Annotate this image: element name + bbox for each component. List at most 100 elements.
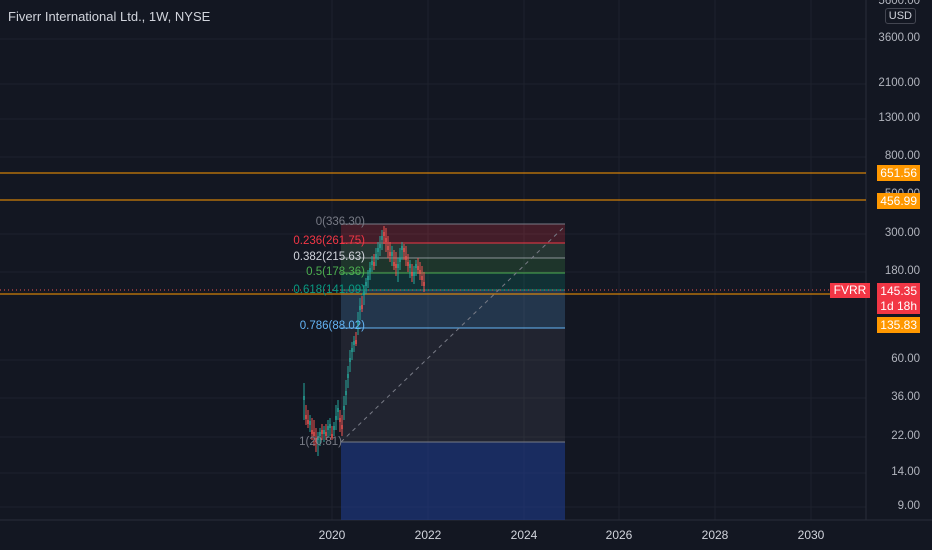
level-tag-456: 456.99 xyxy=(877,193,920,209)
candle-body xyxy=(423,282,425,286)
level-tag-135: 135.83 xyxy=(877,317,920,333)
candle-body xyxy=(401,246,403,250)
candle-body xyxy=(317,436,319,440)
fib-zone-0618-0786 xyxy=(341,290,565,328)
price-axis-label: 800.00 xyxy=(884,150,920,162)
time-axis-label: 2030 xyxy=(797,528,825,542)
bar-countdown: 1d 18h xyxy=(877,298,920,314)
candle-body xyxy=(391,252,393,256)
candle-body xyxy=(337,408,339,412)
candle-body xyxy=(315,438,317,442)
candle-body xyxy=(373,262,375,266)
candle-body xyxy=(361,305,363,309)
fib-level-label: 0.382(215.63) xyxy=(293,251,365,263)
last-price-tag: 145.35 xyxy=(877,283,920,299)
currency-selector[interactable]: USD xyxy=(884,8,916,24)
candle-body xyxy=(393,262,395,266)
candle-body xyxy=(351,348,353,352)
fib-level-label: 0(336.30) xyxy=(315,216,365,228)
candle-body xyxy=(399,258,401,262)
time-axis-label: 2028 xyxy=(701,528,729,542)
candle-body xyxy=(417,266,419,270)
candle-body xyxy=(325,432,327,436)
time-axis-label: 2020 xyxy=(318,528,346,542)
candle-body xyxy=(359,306,361,310)
chart-grid xyxy=(0,0,866,520)
candle-body xyxy=(385,238,387,242)
candlestick-series xyxy=(303,226,425,456)
fib-level-label: 0.786(88.02) xyxy=(299,320,365,332)
fib-level-label: 0.618(141.09) xyxy=(293,284,365,296)
candle-body xyxy=(397,264,399,268)
price-axis-label: 5600.00 xyxy=(878,0,920,7)
candle-body xyxy=(311,430,313,434)
price-axis-label: 3600.00 xyxy=(878,32,920,44)
fibonacci-retracement[interactable] xyxy=(340,223,566,520)
candle-body xyxy=(347,374,349,378)
fib-zone-0382-05 xyxy=(341,258,565,273)
candle-body xyxy=(323,430,325,434)
candle-body xyxy=(307,420,309,424)
candle-body xyxy=(419,270,421,274)
candle-body xyxy=(353,341,355,345)
time-axis-label: 2022 xyxy=(414,528,442,542)
chart-title[interactable]: Fiverr International Ltd., 1W, NYSE xyxy=(8,9,211,24)
price-axis-label: 1300.00 xyxy=(878,112,920,124)
candle-body xyxy=(415,264,417,268)
candle-body xyxy=(387,246,389,250)
candle-body xyxy=(413,272,415,276)
candle-body xyxy=(339,418,341,422)
candle-body xyxy=(319,432,321,436)
candle-body xyxy=(389,252,391,256)
level-tag-651: 651.56 xyxy=(877,165,920,181)
price-axis-label: 60.00 xyxy=(891,353,920,365)
candle-body xyxy=(411,272,413,276)
price-axis-label: 180.00 xyxy=(884,265,920,277)
candle-body xyxy=(341,425,343,429)
candle-body xyxy=(321,430,323,434)
symbol-badge: FVRR xyxy=(830,283,870,298)
candle-body xyxy=(407,262,409,266)
price-axis-label: 300.00 xyxy=(884,227,920,239)
candle-body xyxy=(313,432,315,436)
fib-zone-extension xyxy=(341,442,565,520)
fib-zone-05-0618 xyxy=(341,273,565,290)
fib-level-label: 0.236(261.75) xyxy=(293,235,365,247)
candle-body xyxy=(355,340,357,344)
candle-body xyxy=(377,248,379,252)
candle-body xyxy=(403,248,405,252)
fib-zone-0236-0382 xyxy=(341,243,565,258)
time-axis-label: 2024 xyxy=(510,528,538,542)
fib-zone-0-0236 xyxy=(341,224,565,243)
candle-body xyxy=(345,391,347,395)
candle-body xyxy=(395,264,397,268)
candle-body xyxy=(371,261,373,265)
fib-level-label: 0.5(178.36) xyxy=(306,266,365,278)
candle-body xyxy=(367,276,369,280)
candle-body xyxy=(369,268,371,272)
candle-body xyxy=(365,282,367,286)
price-axis-label: 14.00 xyxy=(891,466,920,478)
candle-body xyxy=(305,415,307,419)
fib-trend-line[interactable] xyxy=(340,225,566,443)
candle-body xyxy=(409,264,411,268)
candle-body xyxy=(331,434,333,438)
candle-body xyxy=(327,426,329,430)
candle-body xyxy=(343,406,345,410)
candle-body xyxy=(349,358,351,362)
candle-body xyxy=(383,232,385,236)
candle-body xyxy=(309,421,311,425)
candle-body xyxy=(357,321,359,325)
candle-body xyxy=(363,291,365,295)
price-axis-label: 22.00 xyxy=(891,430,920,442)
price-axis-label: 2100.00 xyxy=(878,77,920,89)
candle-body xyxy=(333,426,335,430)
candle-body xyxy=(379,244,381,248)
candle-body xyxy=(381,236,383,240)
candle-body xyxy=(375,254,377,258)
candle-body xyxy=(335,416,337,420)
price-axis-label: 9.00 xyxy=(897,500,920,512)
fib-zone-0786-1 xyxy=(341,328,565,442)
candle-body xyxy=(329,424,331,428)
